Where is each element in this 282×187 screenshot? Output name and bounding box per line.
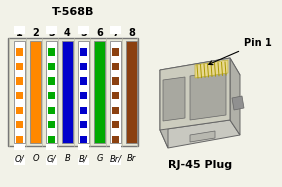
Polygon shape xyxy=(46,128,57,136)
Polygon shape xyxy=(14,158,25,165)
Polygon shape xyxy=(163,77,185,121)
Polygon shape xyxy=(14,143,25,150)
Polygon shape xyxy=(110,26,121,34)
Polygon shape xyxy=(110,70,121,77)
Polygon shape xyxy=(232,96,244,110)
Text: G: G xyxy=(96,154,103,163)
Text: B/: B/ xyxy=(79,154,88,163)
Polygon shape xyxy=(110,56,121,63)
Text: Br/: Br/ xyxy=(109,154,122,163)
Text: O: O xyxy=(32,154,39,163)
Bar xyxy=(126,41,137,143)
Polygon shape xyxy=(110,41,121,48)
Polygon shape xyxy=(110,158,121,165)
Bar xyxy=(80,41,87,143)
Polygon shape xyxy=(190,70,226,120)
Polygon shape xyxy=(78,41,89,48)
Polygon shape xyxy=(160,70,168,148)
Polygon shape xyxy=(46,143,57,150)
Polygon shape xyxy=(14,56,25,63)
Polygon shape xyxy=(46,99,57,107)
Polygon shape xyxy=(46,41,57,48)
Polygon shape xyxy=(78,26,89,34)
Bar xyxy=(78,41,89,143)
Bar xyxy=(14,41,25,143)
Polygon shape xyxy=(110,143,121,150)
Text: G/: G/ xyxy=(47,154,56,163)
Polygon shape xyxy=(46,26,57,34)
Text: 1: 1 xyxy=(16,28,23,38)
Bar xyxy=(48,41,55,143)
Polygon shape xyxy=(78,143,89,150)
Polygon shape xyxy=(110,99,121,107)
Bar xyxy=(112,41,119,143)
Polygon shape xyxy=(14,70,25,77)
Polygon shape xyxy=(110,128,121,136)
Text: 2: 2 xyxy=(32,28,39,38)
Polygon shape xyxy=(110,85,121,92)
Polygon shape xyxy=(110,114,121,121)
Bar xyxy=(30,41,41,143)
Polygon shape xyxy=(230,58,240,135)
Text: B: B xyxy=(65,154,70,163)
Polygon shape xyxy=(78,99,89,107)
Text: 3: 3 xyxy=(48,28,55,38)
Polygon shape xyxy=(78,85,89,92)
Polygon shape xyxy=(14,26,25,34)
Text: 4: 4 xyxy=(64,28,71,38)
Bar xyxy=(78,41,89,143)
Polygon shape xyxy=(195,60,228,78)
Polygon shape xyxy=(78,114,89,121)
Bar xyxy=(46,41,57,143)
Bar xyxy=(46,41,57,143)
Bar xyxy=(8,38,138,146)
Text: T-568B: T-568B xyxy=(52,7,94,17)
Polygon shape xyxy=(160,58,230,130)
Bar xyxy=(110,41,121,143)
Polygon shape xyxy=(14,85,25,92)
Polygon shape xyxy=(78,56,89,63)
Polygon shape xyxy=(78,70,89,77)
Bar xyxy=(110,41,121,143)
Text: 7: 7 xyxy=(112,28,119,38)
Text: 8: 8 xyxy=(128,28,135,38)
Text: 5: 5 xyxy=(80,28,87,38)
Polygon shape xyxy=(14,41,25,48)
Text: 6: 6 xyxy=(96,28,103,38)
Polygon shape xyxy=(46,85,57,92)
Polygon shape xyxy=(14,128,25,136)
Bar xyxy=(16,41,23,143)
Text: Pin 1: Pin 1 xyxy=(209,38,272,65)
Bar xyxy=(94,41,105,143)
Text: Br: Br xyxy=(127,154,136,163)
Polygon shape xyxy=(78,158,89,165)
Polygon shape xyxy=(46,158,57,165)
Polygon shape xyxy=(46,114,57,121)
Polygon shape xyxy=(160,120,240,148)
Polygon shape xyxy=(78,128,89,136)
Polygon shape xyxy=(160,58,240,88)
Polygon shape xyxy=(46,70,57,77)
Bar xyxy=(62,41,73,143)
Polygon shape xyxy=(14,99,25,107)
Text: O/: O/ xyxy=(15,154,24,163)
Polygon shape xyxy=(46,56,57,63)
Polygon shape xyxy=(190,131,215,142)
Polygon shape xyxy=(14,114,25,121)
Text: RJ-45 Plug: RJ-45 Plug xyxy=(168,160,232,170)
Bar xyxy=(14,41,25,143)
